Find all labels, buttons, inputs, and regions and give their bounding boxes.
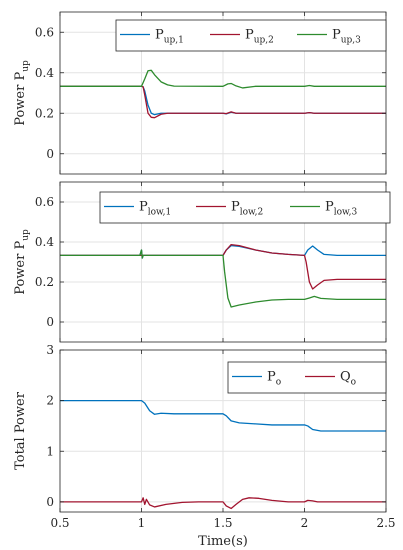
legend-label-2: Plow,2: [231, 200, 263, 218]
y-tick-label: 0.4: [35, 66, 54, 80]
x-tick-label: 1: [138, 516, 146, 530]
series-line-1: [60, 399, 386, 432]
series-line-3: [60, 69, 386, 89]
legend-label-1: Plow,1: [139, 200, 171, 218]
series-line-2: [60, 85, 386, 119]
x-tick-label: 2: [301, 516, 309, 530]
panel-total-power: 0 1 2 3 0.5 1 1.5 2 2.5 Time(s) Total Power Po Qo: [13, 343, 396, 549]
legend-box: [227, 361, 387, 394]
y-tick-label: 0: [46, 147, 54, 161]
y-tick-label: 0.4: [35, 235, 54, 249]
panel-upper-arm-power: 0 0.2 0.4 0.6 Power Pup Pup,1 Pup,2 Pup,3: [13, 11, 387, 175]
y-tick-label: 2: [46, 394, 54, 408]
legend-label-1: Pup,1: [155, 28, 184, 46]
legend-label-3: Pup,3: [332, 28, 361, 46]
series-line-2: [60, 497, 386, 510]
y-tick-label: 0: [46, 495, 54, 509]
series-line-3: [60, 249, 386, 308]
legend: Pup,1 Pup,2 Pup,3: [115, 19, 387, 52]
legend: Plow,1 Plow,2 Plow,3: [99, 191, 391, 224]
x-tick-label: 0.5: [50, 516, 69, 530]
y-axis-label: Power Pup: [13, 60, 31, 126]
legend: Po Qo: [227, 361, 387, 394]
panel-lower-arm-power: 0 0.2 0.4 0.6 Power Pup Plow,1 Plow,2 Plow,3: [13, 181, 391, 343]
legend-label-1: Po: [267, 370, 281, 388]
legend-label-2: Qo: [340, 370, 356, 388]
legend-box: [99, 191, 391, 224]
x-tick-label: 2.5: [376, 516, 395, 530]
series-line-2: [60, 243, 386, 290]
y-tick-label: 0.2: [35, 275, 54, 289]
y-tick-label: 0.2: [35, 106, 54, 120]
y-tick-label: 1: [46, 444, 54, 458]
x-axis-label: Time(s): [198, 534, 248, 549]
legend-label-2: Pup,2: [245, 28, 274, 46]
y-tick-label: 0.6: [35, 25, 54, 39]
legend-label-3: Plow,3: [325, 200, 358, 218]
legend-box: [115, 19, 387, 52]
y-tick-label: 0.6: [35, 195, 54, 209]
y-axis-label: Total Power: [13, 391, 28, 470]
y-axis-label: Power Pup: [13, 229, 31, 295]
y-tick-label: 0: [46, 315, 54, 329]
series-group: [60, 243, 386, 308]
series-group: [60, 399, 386, 510]
x-tick-label: 1.5: [213, 516, 232, 530]
series-group: [60, 69, 386, 119]
y-tick-label: 3: [46, 343, 54, 357]
